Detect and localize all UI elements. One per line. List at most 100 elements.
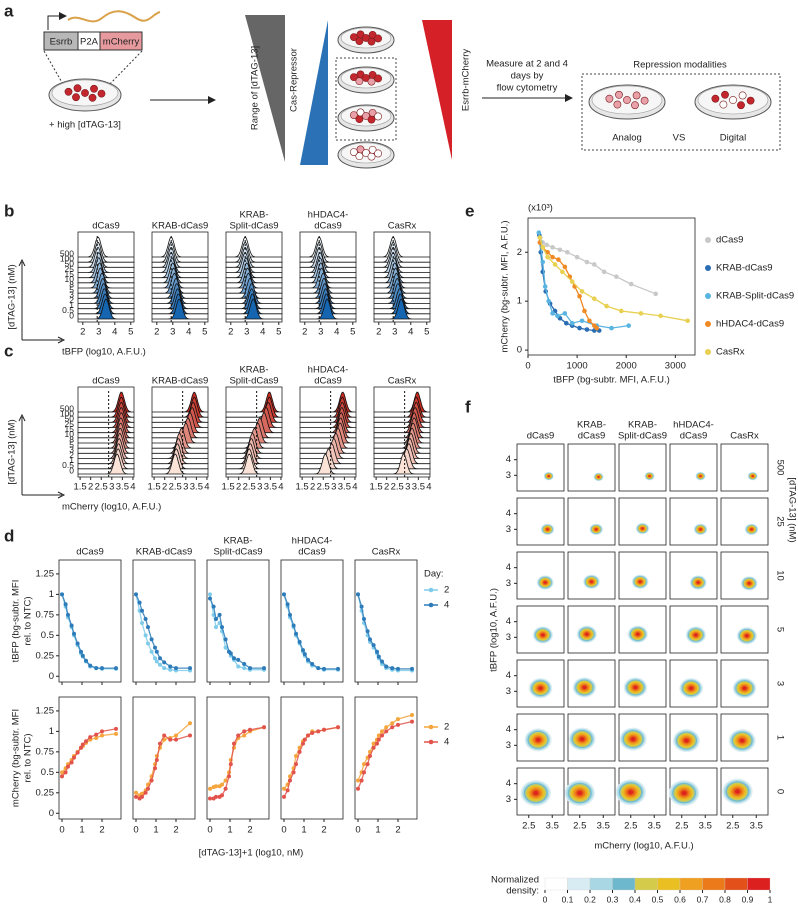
cell [355,37,364,46]
line [357,714,413,781]
cell [623,96,631,104]
x-tick-label: 1.5 [370,482,383,493]
y-tick-label: 0.75 [36,609,55,620]
panel-frame [516,497,565,546]
x-tick-label: 1.5 [296,482,309,493]
point [536,230,542,235]
point [550,254,555,260]
panel-title: Split-dCas9 [229,221,278,232]
density-level [747,582,751,585]
y-tick-label: 1.25 [36,705,55,716]
x-tick-label: 4 [260,327,265,338]
y-axis-label: [dTAG-13] (nM) [7,419,18,484]
cell [613,100,622,109]
arrow-head [18,413,66,499]
ridge [300,298,356,320]
x-tick-label: 4 [278,482,283,493]
density-level [585,632,589,636]
density-cloud [695,471,706,481]
line [539,237,656,295]
point [376,737,381,742]
point [80,742,85,747]
cell [711,94,720,103]
line [283,594,338,671]
point [79,745,83,750]
point [168,667,173,672]
point [188,721,192,726]
point [562,264,568,270]
x-tick-label: 3 [109,482,114,493]
panel-frame [516,605,565,654]
point [557,247,563,253]
colorbar-tick-label: 0.5 [652,894,664,904]
x-tick-label: 3 [318,327,323,338]
panel-title: KRAB- [223,536,252,547]
point [297,639,302,644]
ridge [226,453,282,475]
point [556,257,561,262]
x-tick-label: 2 [154,327,159,338]
density-level [742,686,747,690]
point [396,666,400,671]
x-tick-label: 0 [281,825,286,836]
point [362,762,366,767]
point [584,259,590,265]
colorbar-swatch [702,877,726,891]
point [371,741,376,746]
density-level [735,789,740,794]
cell [367,152,376,161]
cell [356,145,365,154]
point [626,323,631,328]
density-level [696,581,700,584]
point [336,666,340,671]
x-tick-label: 0 [133,825,138,836]
y-tick-label: 1 [49,589,54,600]
row-label: 1 [774,735,785,740]
ridge [226,252,282,273]
point [223,637,228,642]
x-axis-label: mCherry (log10, A.F.U.) [594,841,693,852]
point [100,666,104,671]
ridge [373,241,431,263]
modality-label: Analog [612,133,642,144]
point [158,656,162,661]
y-tick-label: 10 [65,429,75,439]
x-tick-label: 1 [227,825,232,836]
legend-label: KRAB-Split-dCas9 [716,291,794,302]
ridge [151,241,209,263]
legend-marker [705,237,711,243]
panel-title: KRAB- [628,420,657,431]
cell [374,34,382,43]
point [75,750,80,755]
density-level [641,527,644,530]
cell [88,93,97,102]
ridge [226,236,282,258]
cell [367,37,376,46]
cell [368,30,377,39]
point [302,652,307,657]
colorbar-tick-label: 0.8 [719,894,731,904]
density-level [579,737,585,741]
x-tick-label: 1 [153,825,158,836]
panel-frame [516,551,565,600]
cell [368,145,377,154]
point [310,731,315,736]
density-cloud [540,523,555,536]
point [188,733,192,738]
colorbar-tick-label: 0.4 [629,894,641,904]
x-tick-label: 2 [236,482,241,493]
density-cloud [644,471,655,481]
y-tick-label: 0 [49,671,54,682]
panel-title: dCas9 [298,547,325,558]
density-cloud [689,575,707,590]
cell [73,84,82,93]
y-tick-label: 8 [69,434,74,444]
density-level [536,738,541,742]
x-tick-label: 2 [376,327,381,338]
point [140,794,144,799]
x-tick-label: 2.5 [522,821,535,832]
y-tick-label: 4 [506,508,511,519]
cell [368,70,377,79]
colorbar-title: Normalized [491,875,539,886]
x-tick-label: 1.5 [222,482,235,493]
